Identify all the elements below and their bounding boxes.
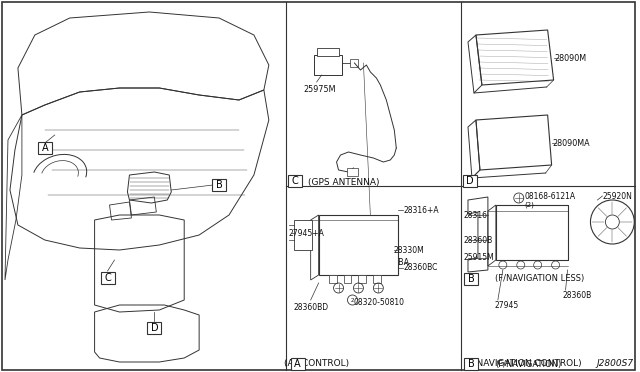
Text: 25975M: 25975M (304, 85, 336, 94)
Text: 28360BD: 28360BD (294, 303, 329, 312)
Text: A: A (294, 359, 301, 369)
Text: 08168-6121A: 08168-6121A (525, 192, 576, 201)
Bar (212, 179, 226, 191)
Text: 28090M: 28090M (555, 54, 587, 62)
Bar (463, 175, 477, 187)
Text: B: B (468, 359, 474, 369)
Bar (464, 358, 478, 370)
Bar (291, 358, 305, 370)
Text: 27945+A: 27945+A (289, 228, 324, 237)
Bar (344, 275, 351, 283)
Text: 28316+A: 28316+A (403, 205, 439, 215)
Text: 28316: 28316 (464, 211, 488, 219)
Text: 2: 2 (351, 298, 354, 302)
Bar (351, 59, 358, 67)
Text: C: C (291, 176, 298, 186)
Text: C: C (104, 273, 111, 283)
Bar (464, 273, 478, 285)
Bar (147, 322, 161, 334)
Bar (317, 48, 339, 56)
Text: 28360B: 28360B (464, 235, 493, 244)
Bar (100, 272, 115, 284)
Bar (294, 220, 312, 250)
Text: (F/NAVIGATION LESS): (F/NAVIGATION LESS) (495, 275, 584, 283)
Text: 25920N: 25920N (602, 192, 632, 201)
Text: 28360B: 28360B (563, 291, 592, 299)
Text: D: D (466, 176, 474, 186)
Text: (GPS ANTENNA): (GPS ANTENNA) (308, 178, 380, 187)
Text: 25915M: 25915M (464, 253, 495, 263)
Bar (288, 175, 301, 187)
Bar (358, 275, 367, 283)
Bar (496, 205, 568, 260)
Text: (NAVIGATION CONTROL): (NAVIGATION CONTROL) (474, 359, 582, 368)
Text: 08320-50810: 08320-50810 (353, 298, 404, 307)
Bar (373, 275, 381, 283)
Text: D: D (150, 323, 158, 333)
Text: 28360BC: 28360BC (403, 263, 438, 273)
Bar (319, 215, 398, 275)
Text: B: B (216, 180, 223, 190)
Text: (F/NAVIGATION): (F/NAVIGATION) (495, 359, 561, 369)
Bar (38, 142, 52, 154)
Text: 28090MA: 28090MA (552, 138, 590, 148)
Text: 28330M: 28330M (394, 246, 424, 254)
Text: (AV CONTROL): (AV CONTROL) (284, 359, 349, 368)
Text: 28360BA: 28360BA (373, 258, 410, 267)
Text: J2800S7: J2800S7 (596, 359, 633, 368)
Bar (346, 168, 358, 176)
Bar (314, 55, 342, 75)
Text: A: A (42, 143, 48, 153)
Bar (328, 275, 337, 283)
Text: B: B (468, 274, 474, 284)
Text: 27945: 27945 (495, 301, 519, 310)
Text: (2): (2) (525, 202, 534, 208)
